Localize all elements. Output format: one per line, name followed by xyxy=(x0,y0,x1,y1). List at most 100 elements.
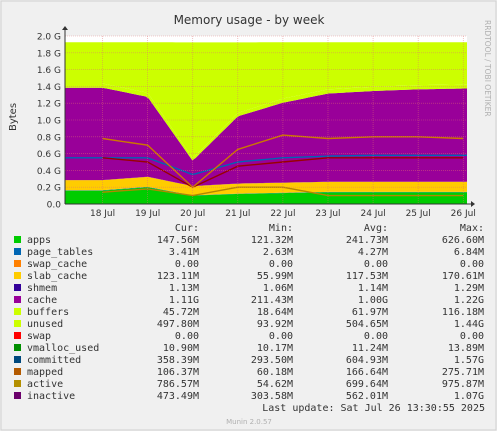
legend-label: active xyxy=(27,379,63,390)
legend-value-min: 2.63M xyxy=(263,247,293,258)
legend-value-cur: 1.11G xyxy=(169,295,199,306)
last-update: Last update: Sat Jul 26 13:30:55 2025 xyxy=(262,403,485,414)
legend-value-cur: 358.39M xyxy=(157,355,199,366)
legend-value-avg: 1.14M xyxy=(358,283,388,294)
legend-value-avg: 11.24M xyxy=(352,343,388,354)
legend-swatch xyxy=(14,368,21,375)
x-tick-label: 21 Jul xyxy=(225,209,250,219)
legend-value-max: 170.61M xyxy=(442,271,484,282)
legend-value-min: 293.50M xyxy=(251,355,293,366)
legend-row: swap_cache 0.00 0.00 0.00 0.00 xyxy=(14,259,484,270)
legend-swatch xyxy=(14,248,21,255)
legend-row: unused 497.80M 93.92M 504.65M 1.44G xyxy=(14,319,484,330)
legend-row: swap 0.00 0.00 0.00 0.00 xyxy=(14,331,484,342)
legend-value-min: 55.99M xyxy=(257,271,293,282)
legend-row: buffers 45.72M 18.64M 61.97M 116.18M xyxy=(14,307,484,318)
legend-value-min: 60.18M xyxy=(257,367,293,378)
y-tick-label: 1.2 G xyxy=(37,100,61,110)
legend-value-max: 0.00 xyxy=(460,331,484,342)
legend-header-max: Max: xyxy=(460,223,484,234)
legend-row: apps 147.56M 121.32M 241.73M 626.60M xyxy=(14,235,484,246)
legend-value-min: 54.62M xyxy=(257,379,293,390)
legend-swatch xyxy=(14,272,21,279)
y-tick-label: 0.0 xyxy=(47,201,62,211)
x-tick-label: 23 Jul xyxy=(315,209,340,219)
legend-header-min: Min: xyxy=(269,223,293,234)
legend-value-max: 626.60M xyxy=(442,235,484,246)
legend-value-cur: 473.49M xyxy=(157,391,199,402)
legend-swatch xyxy=(14,308,21,315)
x-axis-arrow-icon xyxy=(471,201,475,207)
legend-label: cache xyxy=(27,295,57,306)
y-axis-label: Bytes xyxy=(8,103,19,131)
legend-value-max: 275.71M xyxy=(442,367,484,378)
legend-swatch xyxy=(14,284,21,291)
legend-value-max: 1.29M xyxy=(454,283,484,294)
legend-swatch xyxy=(14,392,21,399)
legend-row: committed 358.39M 293.50M 604.93M 1.57G xyxy=(14,355,484,366)
y-tick-label: 1.0 G xyxy=(37,117,61,127)
y-tick-label: 0.6 G xyxy=(37,150,61,160)
x-tick-label: 20 Jul xyxy=(180,209,205,219)
legend-value-cur: 0.00 xyxy=(175,259,199,270)
legend-value-cur: 497.80M xyxy=(157,319,199,330)
band-committed xyxy=(65,154,467,176)
x-tick-label: 26 Jul xyxy=(451,209,476,219)
legend-value-cur: 786.57M xyxy=(157,379,199,390)
legend-value-min: 10.17M xyxy=(257,343,293,354)
legend-value-avg: 241.73M xyxy=(346,235,388,246)
legend-value-cur: 45.72M xyxy=(163,307,199,318)
y-tick-label: 2.0 G xyxy=(37,33,61,43)
legend-value-avg: 0.00 xyxy=(364,331,388,342)
legend-value-max: 975.87M xyxy=(442,379,484,390)
legend-value-min: 303.58M xyxy=(251,391,293,402)
legend-value-min: 121.32M xyxy=(251,235,293,246)
legend-label: buffers xyxy=(27,307,69,318)
y-tick-label: 1.4 G xyxy=(37,83,61,93)
legend-label: slab_cache xyxy=(27,271,87,282)
legend-row: inactive 473.49M 303.58M 562.01M 1.07G xyxy=(14,391,484,402)
legend-value-max: 116.18M xyxy=(442,307,484,318)
rrdtool-side-label: RRDTOOL / TOBI OETIKER xyxy=(483,20,492,117)
legend: Cur: Min: Avg: Max: apps 147.56M 121.32M 241.73… xyxy=(14,223,484,402)
legend-header-avg: Avg: xyxy=(364,223,388,234)
legend-value-min: 0.00 xyxy=(269,331,293,342)
legend-value-min: 1.06M xyxy=(263,283,293,294)
legend-value-avg: 61.97M xyxy=(352,307,388,318)
legend-value-avg: 166.64M xyxy=(346,367,388,378)
legend-value-max: 1.07G xyxy=(454,391,484,402)
legend-row: shmem 1.13M 1.06M 1.14M 1.29M xyxy=(14,283,484,294)
y-tick-label: 0.4 G xyxy=(37,167,61,177)
legend-row: cache 1.11G 211.43M 1.00G 1.22G xyxy=(14,295,484,306)
legend-value-max: 1.57G xyxy=(454,355,484,366)
legend-value-cur: 3.41M xyxy=(169,247,199,258)
legend-value-avg: 4.27M xyxy=(358,247,388,258)
legend-swatch xyxy=(14,380,21,387)
legend-swatch xyxy=(14,296,21,303)
legend-value-min: 0.00 xyxy=(269,259,293,270)
legend-row: vmalloc_used 10.90M 10.17M 11.24M 13.89M xyxy=(14,343,484,354)
legend-label: swap xyxy=(27,331,51,342)
chart-title: Memory usage - by week xyxy=(174,13,325,27)
legend-label: apps xyxy=(27,235,51,246)
legend-value-avg: 604.93M xyxy=(346,355,388,366)
legend-swatch xyxy=(14,332,21,339)
legend-value-avg: 562.01M xyxy=(346,391,388,402)
legend-value-max: 1.44G xyxy=(454,319,484,330)
x-tick-label: 25 Jul xyxy=(406,209,431,219)
legend-value-max: 1.22G xyxy=(454,295,484,306)
y-tick-label: 0.8 G xyxy=(37,133,61,143)
area-slab-cache xyxy=(65,177,467,196)
y-tick-label: 0.2 G xyxy=(37,184,61,194)
legend-value-max: 13.89M xyxy=(448,343,484,354)
y-tick-label: 1.6 G xyxy=(37,66,61,76)
legend-label: vmalloc_used xyxy=(27,343,99,354)
legend-row: active 786.57M 54.62M 699.64M 975.87M xyxy=(14,379,484,390)
legend-value-cur: 106.37M xyxy=(157,367,199,378)
legend-value-avg: 0.00 xyxy=(364,259,388,270)
legend-value-max: 6.84M xyxy=(454,247,484,258)
x-tick-label: 22 Jul xyxy=(270,209,295,219)
x-tick-label: 19 Jul xyxy=(135,209,160,219)
legend-value-min: 18.64M xyxy=(257,307,293,318)
